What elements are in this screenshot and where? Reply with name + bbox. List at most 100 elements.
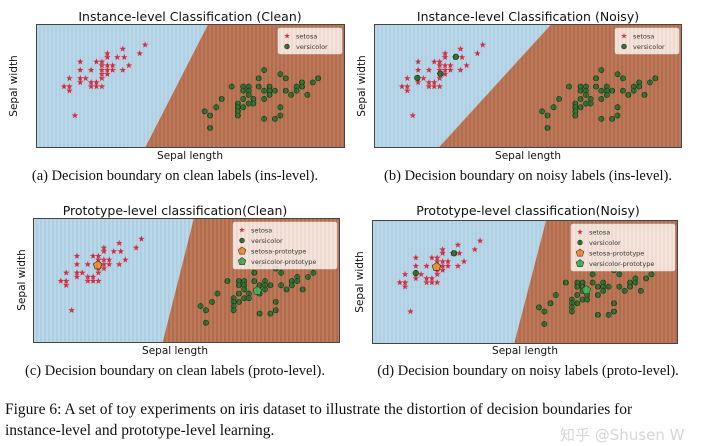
setosa-point [117, 248, 124, 255]
plot-area: setosa versicolor [36, 24, 345, 148]
setosa-point [87, 66, 95, 73]
setosa-point [57, 277, 65, 284]
versicolor-point [277, 71, 284, 78]
setosa-point [93, 58, 100, 65]
setosa-point [441, 66, 449, 73]
setosa-point [84, 273, 91, 280]
setosa-point [444, 258, 452, 265]
versicolor-point [583, 91, 589, 98]
setosa-point [95, 256, 102, 263]
setosa-point [73, 252, 81, 259]
y-axis-label: Sepal width [8, 55, 20, 117]
setosa-point [100, 244, 108, 251]
versicolor-point [228, 83, 235, 90]
versicolor-point [250, 100, 257, 107]
legend-marker-setosa [577, 229, 583, 235]
versicolor-point [541, 320, 548, 327]
versicolor-point [197, 303, 204, 310]
setosa-point [474, 50, 481, 57]
setosa-point [412, 262, 420, 269]
setosa-point [398, 83, 406, 90]
versicolor-point [261, 87, 268, 94]
setosa-point [444, 262, 452, 269]
legend-label: versicolor-prototype [589, 260, 654, 268]
setosa-point [95, 269, 102, 276]
versicolor-prototype-marker [581, 285, 592, 295]
setosa-point [98, 66, 106, 73]
setosa-point [77, 74, 84, 82]
legend-label: setosa-prototype [251, 248, 306, 256]
versicolor-point [235, 282, 242, 289]
setosa-point [425, 79, 433, 86]
plot-area: setosa versicolor [374, 24, 682, 148]
subfigure-caption: (c) Decision boundary on clean labels (p… [25, 363, 325, 379]
setosa-point [60, 83, 68, 90]
setosa-point [138, 235, 145, 242]
setosa-point [418, 270, 425, 278]
versicolor-point [547, 300, 554, 307]
setosa-point [77, 58, 84, 65]
versicolor-point [283, 286, 290, 293]
versicolor-point [255, 83, 262, 90]
setosa-point [479, 41, 486, 48]
versicolor-point [611, 308, 617, 315]
versicolor-point [614, 71, 621, 78]
legend: setosa versicolor setosa-prototype versicol… [232, 221, 338, 270]
scatter-plot: setosa versicolor setosa-prototype versicol… [34, 219, 339, 342]
legend-marker-versicolor [577, 239, 583, 246]
setosa-point [476, 237, 484, 244]
versicolor-point [299, 286, 306, 293]
versicolor-point [277, 104, 284, 111]
versicolor-point [245, 295, 252, 302]
setosa-point [434, 279, 441, 286]
versicolor-point [574, 283, 581, 290]
versicolor-point [267, 310, 274, 317]
versicolor-point [630, 87, 637, 94]
versicolor-point [304, 91, 311, 98]
legend-marker-versicolor [621, 43, 627, 50]
versicolor-point [201, 108, 208, 115]
versicolor-point [584, 296, 591, 303]
legend-marker-versicolor [284, 43, 290, 50]
versicolor-point [594, 283, 601, 290]
setosa-point [125, 62, 133, 69]
setosa-point [136, 50, 143, 57]
legend: setosa versicolor setosa-prototype versicol… [570, 223, 676, 272]
setosa-point [404, 74, 411, 82]
versicolor-point [288, 282, 295, 289]
setosa-point [431, 79, 438, 86]
versicolor-point [598, 96, 605, 102]
x-axis-label: Sepal length [492, 345, 558, 357]
setosa-region [375, 25, 551, 147]
versicolor-point [562, 279, 569, 286]
setosa-point [104, 66, 111, 73]
versicolor-point [577, 87, 584, 94]
noisy-versicolor-point [437, 70, 444, 77]
setosa-point [404, 83, 411, 90]
versicolor-point [218, 96, 225, 102]
setosa-point [106, 256, 113, 263]
plot-area: setosa versicolor setosa-prototype versicol… [33, 218, 340, 343]
setosa-point [447, 66, 454, 73]
setosa-point [407, 308, 414, 315]
subfigure-caption: (b) Decision boundary on noisy labels (i… [384, 168, 672, 184]
versicolor-point [309, 79, 316, 86]
versicolor-point [577, 96, 584, 102]
versicolor-point [207, 112, 213, 119]
chart-title: Instance-level Classification (Clean) [78, 9, 302, 24]
setosa-point [457, 66, 464, 73]
setosa-point [98, 62, 106, 69]
setosa-point [77, 66, 84, 73]
setosa-point [119, 66, 126, 73]
versicolor-point [266, 91, 273, 98]
chart-title: Prototype-level classification(Clean) [62, 203, 288, 218]
setosa-point [100, 261, 108, 268]
setosa-point [110, 248, 118, 255]
legend-marker-setosa [284, 33, 290, 39]
versicolor-point [536, 304, 542, 311]
chart-title: Prototype-level classification(Noisy) [416, 203, 640, 218]
setosa-point [436, 62, 443, 69]
setosa-point [441, 50, 449, 57]
setosa-point [132, 244, 140, 251]
setosa-point [104, 70, 111, 77]
